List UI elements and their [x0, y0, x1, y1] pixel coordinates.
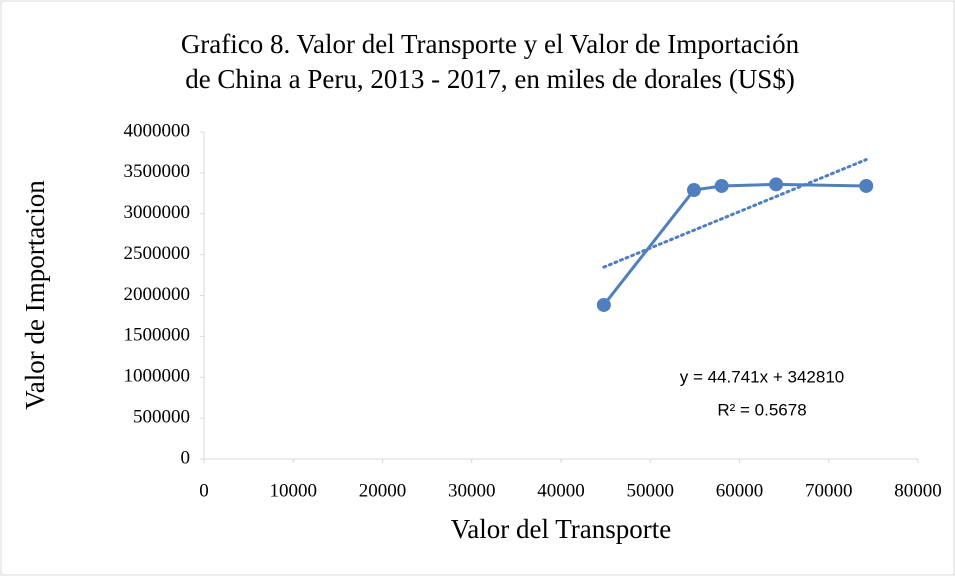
- x-tick-label: 50000: [627, 480, 675, 501]
- y-tick-label: 1000000: [124, 366, 191, 387]
- x-tick-label: 0: [199, 480, 209, 501]
- x-tick-label: 10000: [270, 480, 318, 501]
- y-tick-label: 500000: [133, 406, 190, 427]
- x-tick-label: 30000: [448, 480, 496, 501]
- y-tick-label: 2000000: [124, 284, 191, 305]
- x-tick-label: 60000: [716, 480, 764, 501]
- trendline-r2: R² = 0.5678: [717, 400, 806, 419]
- data-point: [859, 178, 874, 193]
- data-point: [596, 297, 611, 312]
- chart-title: Grafico 8. Valor del Transporte y el Val…: [181, 29, 800, 59]
- x-tick-label: 20000: [359, 480, 407, 501]
- chart-title: de China a Peru, 2013 - 2017, en miles d…: [185, 64, 795, 94]
- trendline: [602, 158, 868, 269]
- trendline-equation: y = 44.741x + 342810: [680, 367, 844, 386]
- x-axis-label: Valor del Transporte: [451, 514, 671, 544]
- y-tick-label: 3000000: [124, 202, 191, 223]
- data-point: [769, 177, 784, 192]
- x-tick-label: 80000: [894, 480, 942, 501]
- y-axis-label: Valor de Importacion: [20, 180, 50, 410]
- y-tick-label: 0: [181, 447, 191, 468]
- y-tick-label: 3500000: [124, 161, 191, 182]
- data-point: [714, 178, 729, 193]
- data-point: [686, 183, 701, 198]
- y-tick-label: 4000000: [124, 120, 191, 141]
- x-tick-label: 70000: [805, 480, 853, 501]
- y-tick-label: 1500000: [124, 325, 191, 346]
- y-tick-label: 2500000: [124, 243, 191, 264]
- x-tick-label: 40000: [537, 480, 585, 501]
